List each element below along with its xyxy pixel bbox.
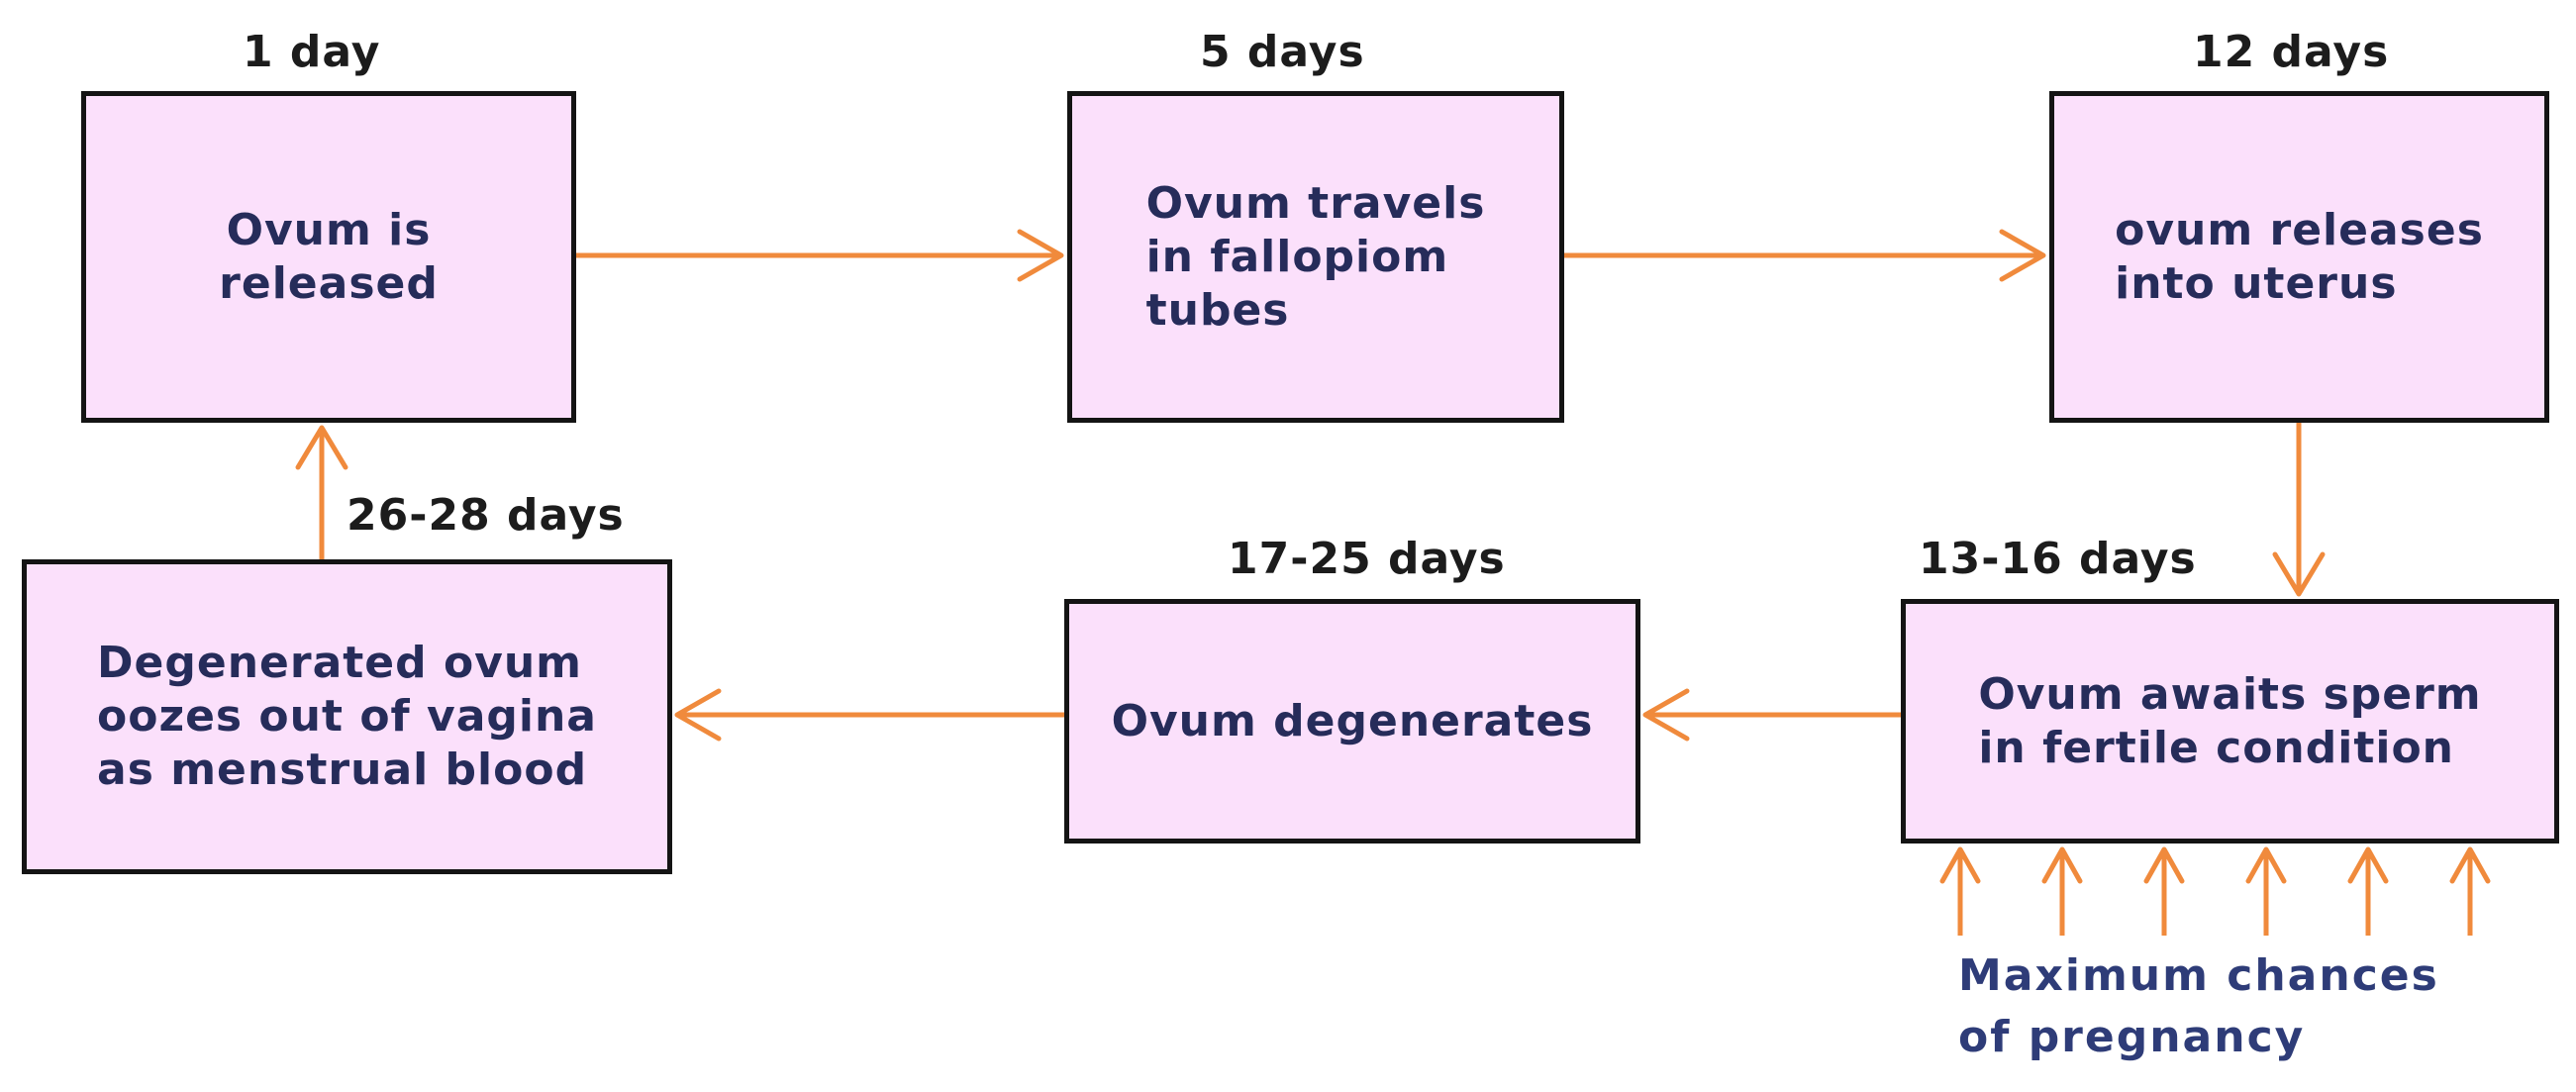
stage-box-ovum-travels: Ovum travels in fallopiom tubes	[1067, 91, 1564, 423]
stage-text-ovum-released: Ovum is released	[219, 204, 439, 309]
stage-box-ovum-releases-uterus: ovum releases into uterus	[2049, 91, 2549, 423]
arrow-day5-to-day12	[1564, 229, 2046, 282]
day-label-4: 13-16 days	[1919, 534, 2197, 584]
stage-box-ovum-released: Ovum is released	[81, 91, 576, 423]
pregnancy-arrow-1	[1939, 846, 1981, 936]
pregnancy-chance-note: Maximum chances of pregnancy	[1958, 950, 2439, 1062]
stage-text-ovum-degenerates: Ovum degenerates	[1111, 695, 1594, 746]
pregnancy-arrow-2	[2041, 846, 2083, 936]
stage-text-degenerated-ovum: Degenerated ovum oozes out of vagina as …	[97, 638, 597, 795]
day-label-3: 12 days	[2193, 27, 2390, 77]
pregnancy-arrow-5	[2347, 846, 2389, 936]
day-label-5: 17-25 days	[1228, 534, 1506, 584]
arrow-day26-to-day1	[295, 425, 348, 559]
stage-box-ovum-awaits-sperm: Ovum awaits sperm in fertile condition	[1901, 599, 2559, 844]
day-label-6: 26-28 days	[347, 490, 625, 541]
pregnancy-arrow-4	[2245, 846, 2287, 936]
arrow-day13-to-day17	[1642, 688, 1901, 742]
arrow-day1-to-day5	[576, 229, 1064, 282]
arrow-day12-to-day13	[2272, 423, 2326, 597]
day-label-2: 5 days	[1200, 27, 1365, 77]
stage-box-ovum-degenerates: Ovum degenerates	[1064, 599, 1640, 844]
pregnancy-arrow-6	[2449, 846, 2491, 936]
stage-box-degenerated-ovum: Degenerated ovum oozes out of vagina as …	[22, 559, 672, 874]
arrow-day17-to-day26	[674, 688, 1064, 742]
stage-text-ovum-travels: Ovum travels in fallopiom tubes	[1145, 177, 1486, 336]
stage-text-ovum-awaits-sperm: Ovum awaits sperm in fertile condition	[1978, 668, 2482, 773]
stage-text-ovum-releases-uterus: ovum releases into uterus	[2115, 204, 2484, 309]
pregnancy-arrow-3	[2143, 846, 2185, 936]
day-label-1: 1 day	[243, 27, 381, 77]
